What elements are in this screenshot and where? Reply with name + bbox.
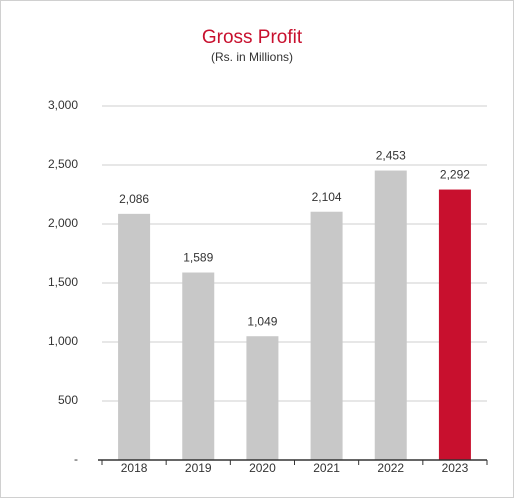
chart-subtitle: (Rs. in Millions) bbox=[211, 50, 293, 64]
x-tick-label: 2023 bbox=[442, 461, 469, 475]
value-label: 2,104 bbox=[312, 190, 342, 204]
bar bbox=[374, 170, 407, 460]
bar bbox=[182, 272, 215, 460]
value-label: 1,589 bbox=[183, 251, 213, 265]
value-label: 2,453 bbox=[376, 149, 406, 163]
x-tick-label: 2022 bbox=[377, 461, 404, 475]
y-tick-label: 1,500 bbox=[48, 275, 78, 289]
y-tick-label: 2,000 bbox=[48, 216, 78, 230]
value-label: 2,086 bbox=[119, 192, 149, 206]
y-tick-label: 1,000 bbox=[48, 334, 78, 348]
y-tick-label: 3,000 bbox=[48, 98, 78, 112]
bar bbox=[118, 213, 151, 460]
value-label: 1,049 bbox=[247, 314, 277, 328]
y-tick-label: - bbox=[74, 452, 78, 466]
y-tick-label: 500 bbox=[58, 393, 78, 407]
bar bbox=[246, 336, 279, 460]
y-tick-label: 2,500 bbox=[48, 157, 78, 171]
bar bbox=[438, 189, 471, 460]
x-tick-label: 2018 bbox=[121, 461, 148, 475]
x-tick-label: 2021 bbox=[313, 461, 340, 475]
bar bbox=[310, 211, 343, 460]
x-tick-label: 2020 bbox=[249, 461, 276, 475]
value-label: 2,292 bbox=[440, 168, 470, 182]
chart-title: Gross Profit bbox=[202, 27, 303, 48]
x-tick-label: 2019 bbox=[185, 461, 212, 475]
